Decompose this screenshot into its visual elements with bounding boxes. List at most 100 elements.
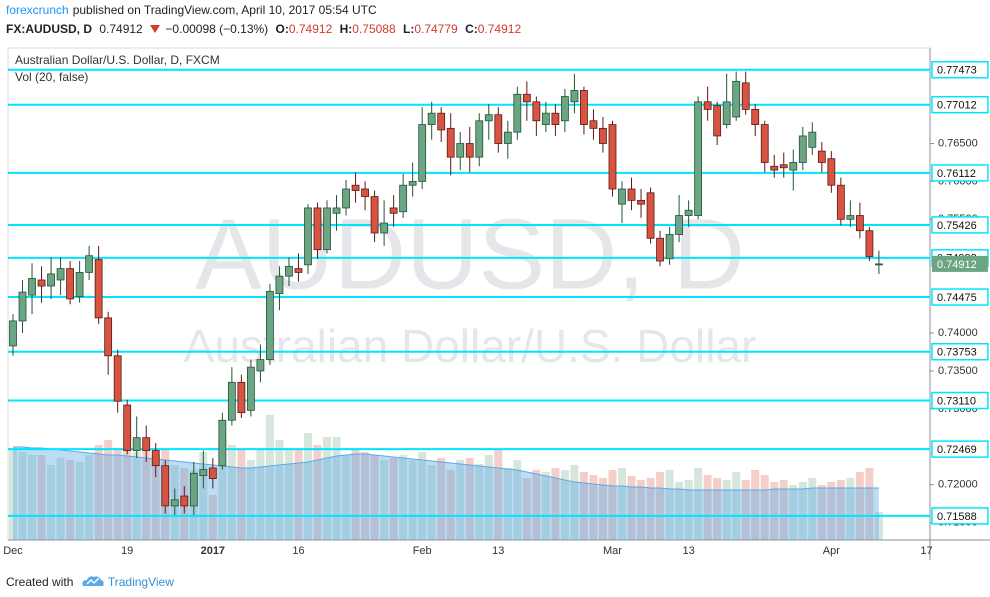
volume-bar (446, 470, 455, 540)
candle-body (608, 124, 617, 190)
ohlc-value: 0.74912 (477, 22, 522, 36)
volume-bar (265, 415, 274, 540)
last-price-box (932, 255, 988, 272)
candle-body (855, 215, 864, 232)
candle-body (351, 184, 360, 191)
candle-body (104, 317, 113, 357)
candle-body (484, 114, 493, 122)
candle-body (389, 207, 398, 214)
candle-body (113, 355, 122, 402)
x-tick-label: 16 (292, 545, 304, 557)
x-tick-label: 2017 (201, 545, 225, 557)
volume-bar (113, 448, 122, 540)
watermark-subtitle: Australian Dollar/U.S. Dollar (184, 320, 757, 372)
volume-bar (694, 468, 703, 540)
volume-bar (560, 470, 569, 540)
volume-bar (389, 458, 398, 540)
x-tick-label: Dec (3, 545, 23, 557)
volume-bar (94, 445, 103, 540)
candle-body (85, 255, 94, 273)
candle-body (399, 184, 408, 213)
volume-bar (437, 458, 446, 540)
level-label-box (931, 288, 989, 306)
candle-body (532, 101, 541, 122)
candle-body (599, 127, 607, 144)
candle-body (646, 192, 655, 239)
x-tick-label: 17 (920, 545, 932, 557)
volume-bar (874, 512, 883, 540)
volume-bar (827, 482, 836, 540)
candle-body (246, 366, 255, 411)
volume-bar (770, 482, 779, 540)
volume-bar (418, 452, 427, 540)
volume-bar (541, 472, 550, 540)
volume-bar (675, 482, 684, 540)
candle-body (675, 215, 683, 235)
volume-bar (836, 480, 845, 540)
brand[interactable]: forexcrunch (6, 3, 69, 17)
volume-bar (598, 478, 607, 540)
x-tick-label: 13 (492, 545, 504, 557)
y-tick-label: 0.72000 (938, 479, 978, 491)
level-label: 0.75426 (937, 220, 977, 232)
volume-bar (684, 480, 693, 540)
volume-bar (342, 455, 351, 540)
level-label: 0.72469 (937, 444, 977, 456)
volume-bar (227, 445, 236, 540)
volume-bar (218, 440, 227, 540)
volume-bar (294, 450, 303, 540)
volume-bar (503, 468, 512, 540)
candle-body (361, 188, 369, 197)
candle-body (275, 275, 284, 295)
volume-bar (855, 472, 864, 540)
level-label-box (931, 343, 989, 361)
candle-body (142, 437, 151, 451)
level-label-box (931, 216, 989, 234)
candle-body (170, 499, 179, 507)
price: 0.74912 (99, 22, 143, 36)
volume-bar (579, 472, 588, 540)
volume-bar (313, 445, 322, 540)
candle-body (541, 112, 550, 125)
x-tick-label: 13 (682, 545, 694, 557)
volume-bar (408, 460, 417, 540)
footer: Created with TradingView (6, 572, 178, 589)
candle-body (627, 188, 636, 201)
indicator-label: Vol (20, false) (15, 70, 88, 84)
candle-body (570, 90, 579, 103)
candle-body (827, 158, 836, 186)
last-price-label: 0.74912 (937, 259, 977, 271)
logo-text[interactable]: TradingView (107, 575, 174, 589)
candle-body (713, 105, 722, 137)
level-label-box (931, 507, 989, 525)
candle-body (503, 131, 512, 144)
candle-body (313, 207, 322, 251)
level-label: 0.71588 (937, 511, 977, 523)
ohlc-value: 0.75088 (352, 22, 396, 36)
candle-body (684, 209, 693, 216)
candle-body (370, 196, 379, 234)
candle-body (865, 230, 874, 257)
x-tick-label: Mar (603, 545, 622, 557)
logo-icon (82, 576, 104, 586)
candle-body (189, 472, 198, 507)
level-label-box (931, 440, 989, 458)
candle-body (161, 465, 170, 507)
level-label: 0.76112 (937, 168, 976, 180)
volume-bar (665, 470, 674, 540)
candle-body (722, 101, 731, 125)
candle-body (817, 150, 826, 163)
level-label-box (931, 391, 989, 410)
candle-body (132, 437, 141, 451)
pane (7, 47, 931, 541)
candle-body (656, 237, 664, 262)
volume-bar (208, 495, 217, 540)
volume-bar (151, 455, 160, 540)
candle-body (703, 101, 712, 110)
volume-bar (303, 433, 312, 540)
volume-bar (332, 437, 341, 540)
volume-bar (703, 475, 712, 540)
level-label: 0.77473 (937, 65, 977, 77)
volume-bar (75, 462, 84, 540)
volume-bar (484, 455, 493, 540)
